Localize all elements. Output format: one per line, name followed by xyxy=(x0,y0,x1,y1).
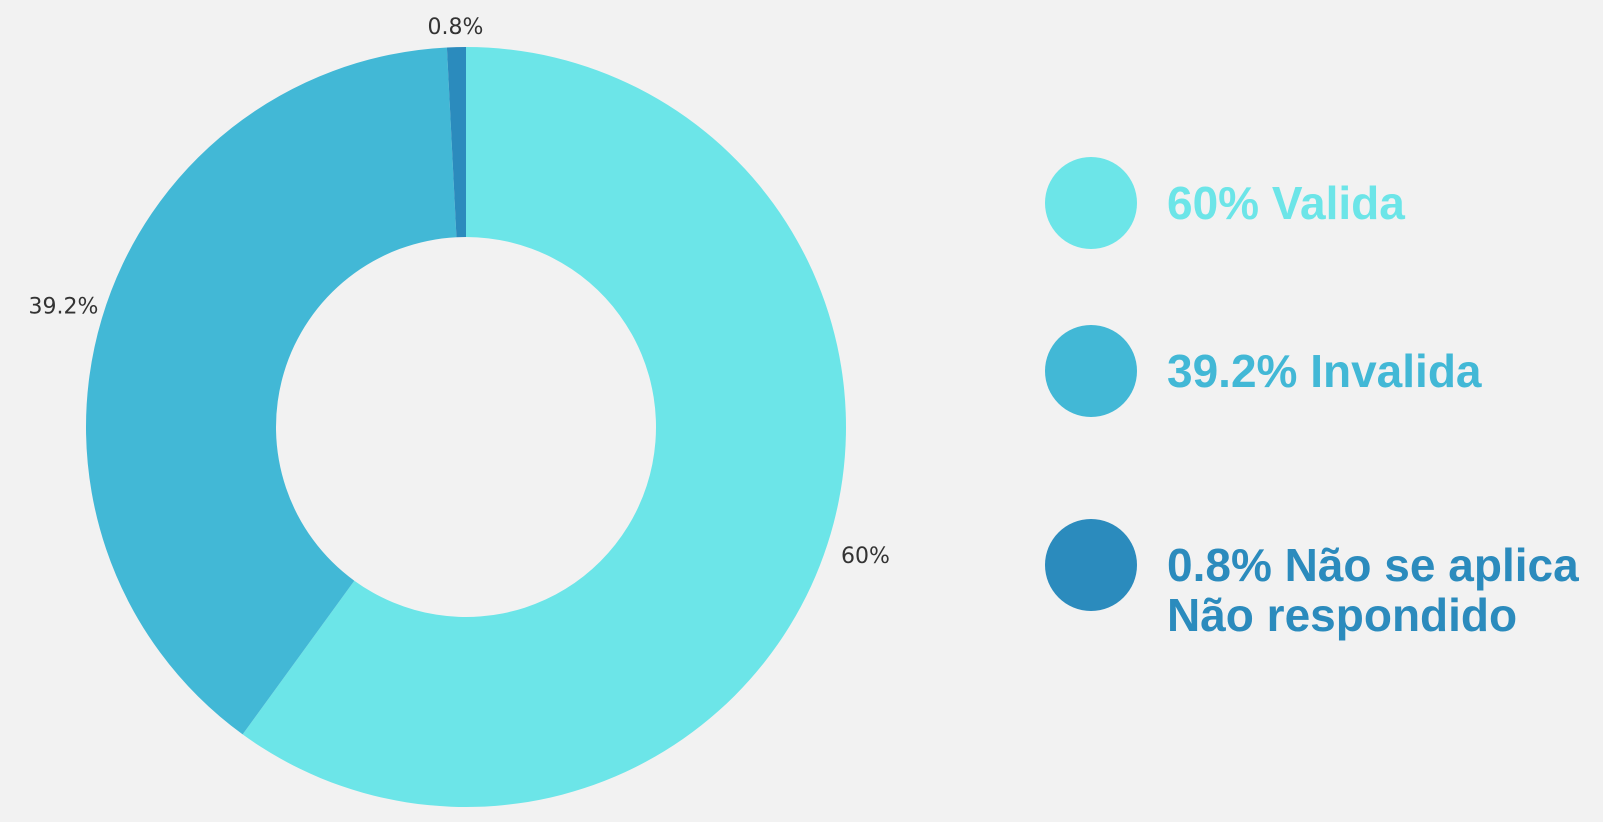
legend-marker xyxy=(1045,519,1137,611)
legend-label: 0.8% Não se aplica Não respondido xyxy=(1167,539,1579,641)
legend-marker xyxy=(1045,157,1137,249)
legend-label: 39.2% Invalida xyxy=(1167,345,1482,397)
donut-slice xyxy=(86,47,457,735)
data-label: 60% xyxy=(841,544,890,569)
donut-slice xyxy=(242,47,846,807)
data-label: 39.2% xyxy=(28,294,98,319)
data-label: 0.8% xyxy=(427,15,483,40)
donut-slice xyxy=(446,47,466,238)
legend-marker xyxy=(1045,325,1137,417)
legend-label: 60% Valida xyxy=(1167,177,1405,229)
